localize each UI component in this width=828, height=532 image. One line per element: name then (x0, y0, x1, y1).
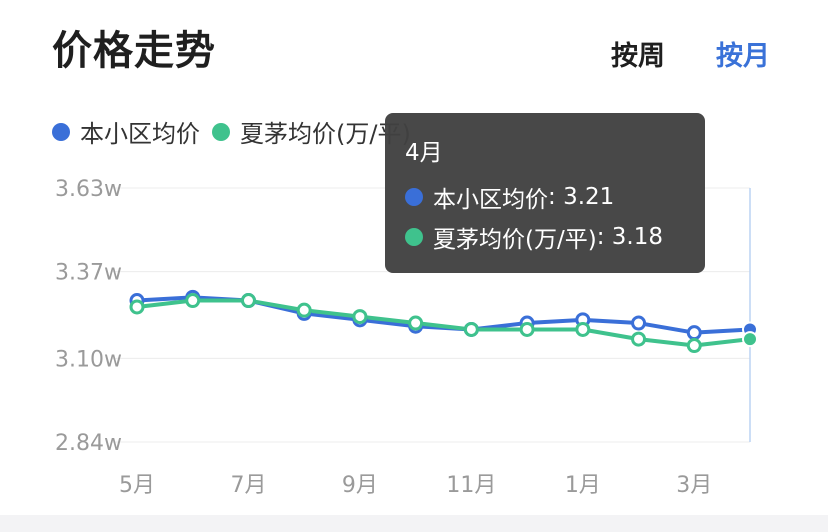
series-2-point (575, 321, 591, 337)
tooltip-value-community: 3.21 (563, 184, 615, 210)
bottom-strip (0, 515, 828, 532)
series-2-point (408, 315, 424, 331)
chart-legend: 本小区均价 夏茅均价(万/平) (52, 114, 423, 149)
x-tick-label: 3月 (676, 473, 712, 498)
series-2-point (631, 331, 647, 347)
legend-item-area[interactable]: 夏茅均价(万/平) (212, 114, 411, 149)
tooltip-row-community: 本小区均价: 3.21 (405, 177, 705, 217)
x-tick-label: 7月 (230, 473, 266, 498)
legend-dot-community-icon (52, 122, 70, 141)
tooltip-dot-area-icon (405, 228, 423, 246)
x-tick-label: 9月 (342, 473, 378, 498)
series-2-point (240, 293, 256, 309)
series-line-2 (135, 298, 752, 348)
series-1-point (686, 325, 702, 341)
chart-tooltip: 4月 本小区均价: 3.21 夏茅均价(万/平): 3.18 (385, 113, 705, 273)
y-tick-label: 3.10w (55, 347, 122, 372)
series-2-point (129, 299, 145, 315)
tooltip-label-community: 本小区均价 (433, 187, 548, 213)
x-tick-label: 1月 (565, 473, 601, 498)
series-2-point (296, 302, 312, 318)
y-tick-label: 3.63w (55, 177, 122, 202)
series-2-point (185, 293, 201, 309)
legend-dot-area-icon (212, 122, 230, 141)
x-tick-label: 11月 (446, 473, 496, 498)
tooltip-title: 4月 (405, 140, 443, 166)
tooltip-value-area: 3.18 (611, 224, 663, 250)
toggle-by-week[interactable]: 按周 (611, 41, 665, 72)
legend-label-area: 夏茅均价(万/平) (240, 120, 411, 148)
series-2-point (463, 321, 479, 337)
series-1-point (631, 315, 647, 331)
series-2-point (519, 321, 535, 337)
series-2-point (742, 331, 758, 348)
y-tick-label: 3.37w (55, 261, 122, 286)
toggle-by-month[interactable]: 按月 (716, 41, 770, 72)
page-title: 价格走势 (52, 28, 216, 74)
tooltip-dot-community-icon (405, 188, 423, 206)
legend-label-community: 本小区均价 (80, 120, 200, 148)
y-tick-label: 2.84w (55, 431, 122, 456)
price-trend-chart[interactable]: 2.84w 3.10w 3.37w 3.63w 5月 7月 9月 11月 1月 3月 (0, 0, 828, 515)
series-2-point (686, 338, 702, 354)
x-tick-label: 5月 (119, 473, 155, 498)
tooltip-row-area: 夏茅均价(万/平): 3.18 (405, 217, 705, 257)
series-2-point (352, 309, 368, 325)
tooltip-label-area: 夏茅均价(万/平) (433, 227, 597, 253)
legend-item-community[interactable]: 本小区均价 (52, 114, 200, 149)
